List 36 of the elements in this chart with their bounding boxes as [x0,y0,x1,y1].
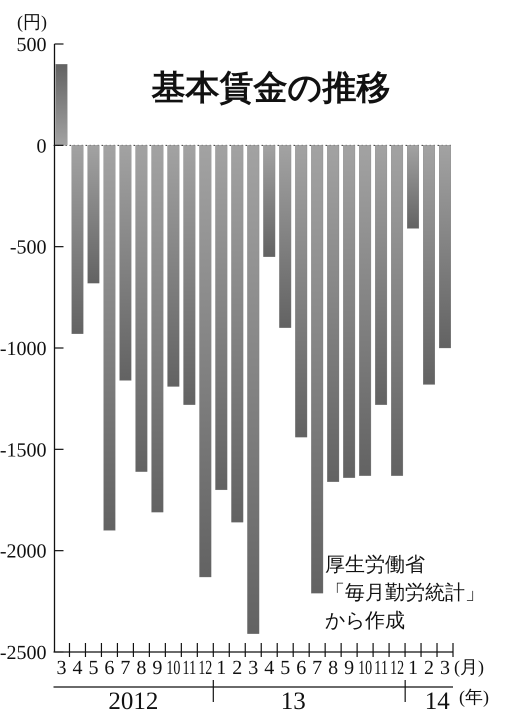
x2-tick-label: 14 [424,688,450,715]
x-tick-label: 12 [198,657,218,679]
x-axis-title: (月) [454,657,484,677]
x2-axis-title: (年) [459,687,489,707]
x-tick-label: 6 [296,657,306,679]
annotation: 厚生労働省「毎月勤労統計」から作成 [325,554,485,632]
x-tick-label: 1 [216,657,226,679]
x-tick-label: 9 [152,657,162,679]
y-tick-label: 500 [16,34,46,56]
y-tick-label: -1500 [0,439,46,462]
x-tick-label: 8 [136,657,146,679]
x-tick-label: 12 [390,657,410,679]
x-tick-label: 4 [264,657,274,679]
y-tick-label: -1000 [0,338,46,360]
x-tick-label: 5 [88,657,98,679]
x-tick-label: 6 [104,657,114,679]
x-tick-label: 1 [408,657,418,679]
x2-tick-label: 2012 [108,688,158,715]
text: 基本賃金の推移 [150,68,390,108]
x-tick-label: 3 [248,657,258,679]
y-tick-label: 0 [36,135,46,158]
x-tick-label: 8 [328,657,338,679]
y-tick-label: -500 [10,236,46,259]
x-tick-label: 7 [120,657,130,679]
x-tick-label: 5 [280,657,290,679]
x-tick-label: 2 [232,657,242,679]
x-tick-label: 9 [344,657,354,679]
x-tick-label: 3 [56,657,66,679]
y-axis-title: (円) [17,12,47,32]
x-tick-label: 3 [440,657,450,679]
x-tick-label: 7 [312,657,322,679]
y-tick-label: -2000 [0,540,46,563]
x2-tick-label: 13 [280,688,306,715]
x-tick-label: 2 [424,657,434,679]
x-tick-label: 4 [72,657,82,679]
y-tick-label: -2500 [0,642,46,664]
